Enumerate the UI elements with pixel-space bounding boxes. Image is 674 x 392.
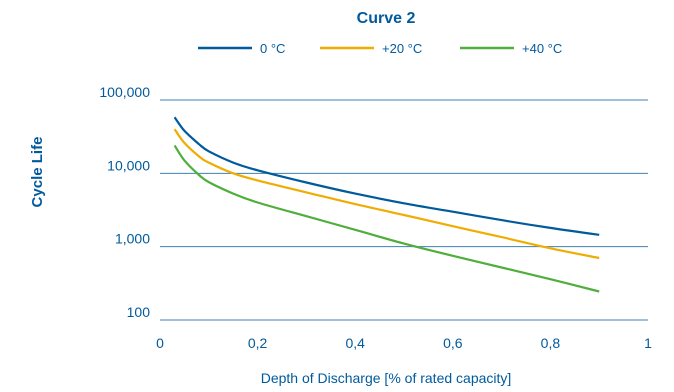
x-tick-label: 0,6	[443, 335, 463, 351]
x-tick-label: 0,2	[248, 335, 268, 351]
legend-label: +20 °C	[382, 41, 422, 56]
y-tick-label: 1,000	[115, 231, 150, 247]
legend: 0 °C +20 °C +40 °C	[198, 41, 562, 56]
x-tick-label: 0,8	[541, 335, 561, 351]
gridlines	[160, 99, 648, 321]
y-tick-label: 100,000	[99, 84, 150, 100]
series-line	[173, 116, 600, 236]
y-tick-labels: 100 1,000 10,000 100,000	[99, 84, 150, 320]
x-tick-label: 0,4	[345, 335, 365, 351]
series-lines	[173, 116, 600, 293]
legend-label: +40 °C	[522, 41, 562, 56]
x-tick-label: 1	[644, 335, 652, 351]
y-axis-label: Cycle Life	[29, 137, 46, 208]
x-tick-labels: 0 0,2 0,4 0,6 0,8 1	[156, 335, 652, 351]
series-line	[173, 128, 600, 260]
y-tick-label: 100	[127, 304, 151, 320]
legend-label: 0 °C	[260, 41, 285, 56]
y-tick-label: 10,000	[107, 157, 150, 173]
x-tick-label: 0	[156, 335, 164, 351]
chart-title: Curve 2	[357, 10, 416, 27]
series-line	[173, 144, 600, 293]
x-axis-label: Depth of Discharge [% of rated capacity]	[261, 370, 512, 386]
